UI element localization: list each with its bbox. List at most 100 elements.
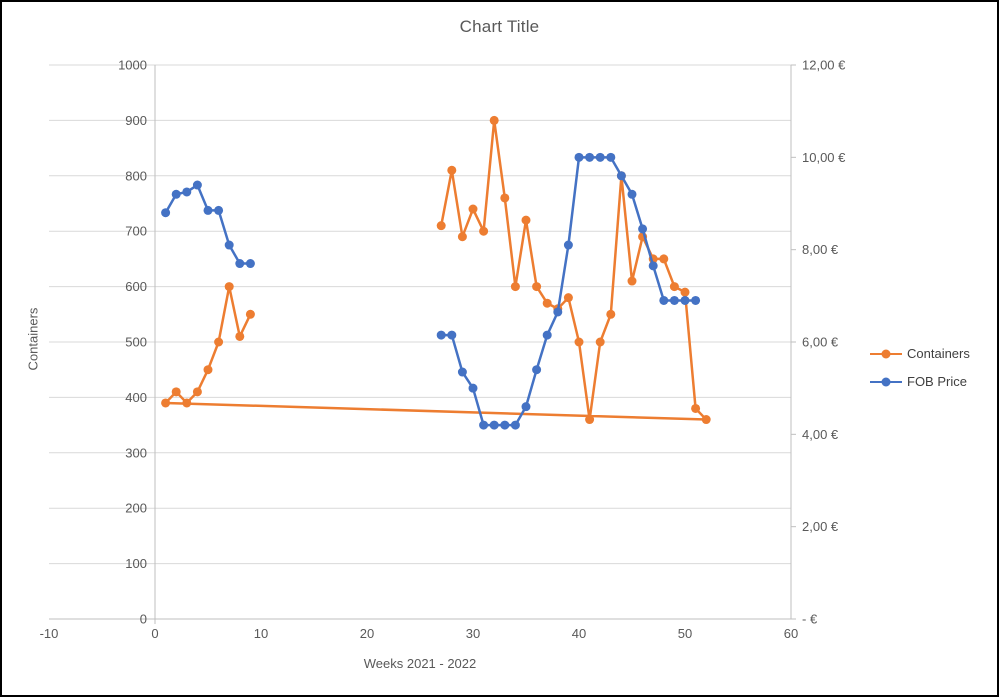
x-axis-tick-label: 50 xyxy=(678,626,692,641)
containers-data-point xyxy=(436,221,446,231)
containers-data-point xyxy=(479,226,489,236)
containers-data-point xyxy=(489,115,499,125)
containers-data-point xyxy=(680,287,690,297)
fob-price-data-point xyxy=(616,171,626,181)
legend-entry-fob-price: FOB Price xyxy=(870,374,970,390)
fob-price-data-point xyxy=(638,224,648,234)
right-axis-tick-label: 6,00 € xyxy=(802,335,839,350)
containers-data-point xyxy=(161,398,171,408)
containers-data-point xyxy=(627,276,637,286)
right-axis-tick-label: 4,00 € xyxy=(802,427,839,442)
fob-price-data-point xyxy=(245,259,255,269)
fob-price-data-point xyxy=(648,261,658,271)
containers-data-point xyxy=(182,398,192,408)
containers-data-point xyxy=(235,331,245,341)
left-axis-title: Containers xyxy=(25,307,41,371)
fob-price-data-point xyxy=(171,189,181,199)
x-axis-title: Weeks 2021 - 2022 xyxy=(363,656,477,671)
left-axis-tick-label: 600 xyxy=(125,279,147,294)
fob-price-data-point xyxy=(192,180,202,190)
fob-price-data-point xyxy=(574,152,584,162)
left-axis-tick-label: 200 xyxy=(125,501,147,516)
fob-price-data-point xyxy=(542,330,552,340)
containers-data-point xyxy=(510,282,520,292)
left-axis-tick-label: 300 xyxy=(125,445,147,460)
x-axis-tick-label: 20 xyxy=(360,626,374,641)
left-axis-tick-label: 500 xyxy=(125,335,147,350)
fob-price-data-point xyxy=(532,365,542,375)
containers-data-point xyxy=(468,204,478,214)
containers-data-point xyxy=(563,293,573,303)
x-axis-tick-label: 0 xyxy=(151,626,158,641)
fob-price-series-line xyxy=(439,156,697,427)
legend-label-containers: Containers xyxy=(907,346,970,361)
containers-data-point xyxy=(606,309,616,319)
fob-price-data-point xyxy=(680,295,690,305)
fob-price-data-point xyxy=(659,295,669,305)
fob-price-data-point xyxy=(203,205,213,215)
fob-price-marker-icon xyxy=(881,377,891,387)
right-axis-tick-label: - € xyxy=(802,612,818,627)
containers-data-point xyxy=(659,254,669,264)
right-axis-tick-label: 10,00 € xyxy=(802,150,846,165)
containers-data-point xyxy=(171,387,181,397)
right-axis-tick-label: 2,00 € xyxy=(802,519,839,534)
containers-data-point xyxy=(245,309,255,319)
containers-marker-icon xyxy=(881,349,891,359)
fob-price-data-point xyxy=(235,259,245,269)
containers-data-point xyxy=(585,415,595,425)
right-axis-tick-label: 12,00 € xyxy=(802,58,846,73)
containers-data-point xyxy=(669,282,679,292)
left-axis-tick-label: 800 xyxy=(125,168,147,183)
fob-price-data-point xyxy=(489,420,499,430)
x-axis-tick-label: 40 xyxy=(572,626,586,641)
legend-label-fob-price: FOB Price xyxy=(907,374,967,389)
left-axis-tick-label: 700 xyxy=(125,224,147,239)
fob-price-data-point xyxy=(479,420,489,430)
fob-price-data-point xyxy=(436,330,446,340)
containers-data-point xyxy=(701,415,711,425)
containers-data-point xyxy=(224,282,234,292)
containers-data-point xyxy=(532,282,542,292)
fob-price-data-point xyxy=(553,307,563,317)
fob-price-data-point xyxy=(447,330,457,340)
fob-price-data-point xyxy=(585,152,595,162)
left-axis-tick-label: 0 xyxy=(140,612,147,627)
fob-price-data-point xyxy=(214,205,224,215)
x-axis-tick-label: 60 xyxy=(784,626,798,641)
legend-entry-containers: Containers xyxy=(870,346,970,362)
x-axis-tick-label: 10 xyxy=(254,626,268,641)
containers-data-point xyxy=(192,387,202,397)
containers-data-point xyxy=(447,165,457,175)
containers-series-line xyxy=(164,119,708,421)
fob-price-data-point xyxy=(691,295,701,305)
fob-price-data-point xyxy=(468,383,478,393)
fob-price-data-point xyxy=(669,295,679,305)
containers-data-point xyxy=(542,298,552,308)
fob-price-series-swatch xyxy=(870,377,902,387)
containers-data-point xyxy=(595,337,605,347)
containers-data-point xyxy=(574,337,584,347)
fob-price-data-point xyxy=(457,367,467,377)
containers-data-point xyxy=(521,215,531,225)
x-axis-tick-label: -10 xyxy=(40,626,59,641)
containers-data-point xyxy=(214,337,224,347)
containers-data-point xyxy=(457,232,467,242)
fob-price-data-point xyxy=(182,187,192,197)
right-axis-tick-label: 8,00 € xyxy=(802,242,839,257)
left-axis-tick-label: 900 xyxy=(125,113,147,128)
fob-price-data-point xyxy=(224,240,234,250)
fob-price-data-point xyxy=(500,420,510,430)
containers-data-point xyxy=(203,365,213,375)
chart-title: Chart Title xyxy=(459,17,540,36)
left-axis-tick-label: 100 xyxy=(125,556,147,571)
fob-price-data-point xyxy=(521,402,531,412)
containers-series-swatch xyxy=(870,349,902,359)
fob-price-data-point xyxy=(606,152,616,162)
left-axis-tick-label: 1000 xyxy=(118,58,147,73)
fob-price-data-point xyxy=(161,208,171,218)
fob-price-data-point xyxy=(595,152,605,162)
legend: Containers FOB Price xyxy=(870,346,970,390)
